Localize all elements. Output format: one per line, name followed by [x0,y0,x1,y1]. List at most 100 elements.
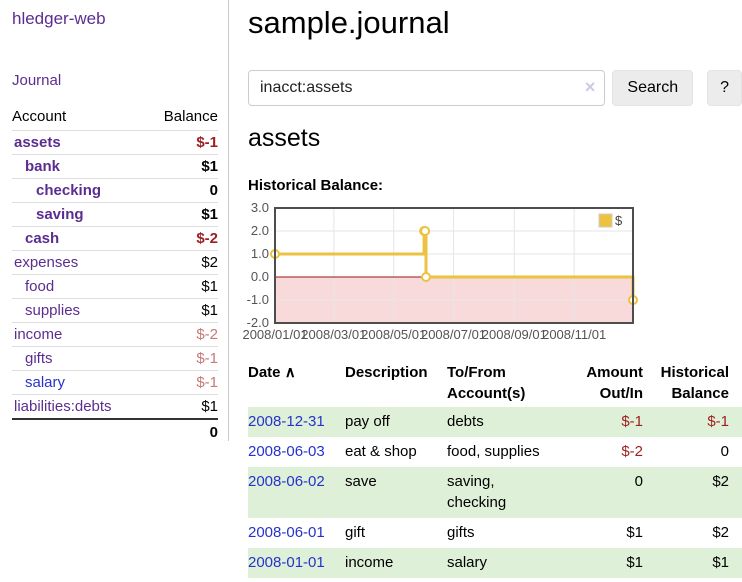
y-tick-label: -1.0 [247,292,269,307]
register-table-body: 2008-12-31 pay off debts $-1 $-1 2008-06-03 ea… [248,407,742,578]
transaction-date-link[interactable]: 2008-06-03 [248,442,325,460]
account-link[interactable]: salary [25,374,66,391]
account-link[interactable]: supplies [25,302,81,319]
transaction-description: save [345,472,377,490]
transaction-date-link[interactable]: 2008-12-31 [248,413,325,430]
transaction-balance: $2 [712,472,729,490]
account-row: cash $-2 [12,226,218,251]
transaction-accounts: debts [447,413,484,430]
account-row: saving $1 [12,202,218,227]
register-header-date-label: Date [248,364,281,381]
y-tick-label: -2.0 [247,315,269,330]
historical-balance-chart[interactable]: $3.0 2.0 1.0 0.0 -1.0 -2.02008/01/012008/03/0… [242,200,742,343]
account-balance: $1 [145,154,218,179]
main-content: sample.journal × Search ? assets Histori… [242,0,742,578]
account-link[interactable]: gifts [25,350,53,367]
register-row: 2008-06-01 gift gifts $1 $2 [248,518,742,548]
account-balance: $-1 [145,130,218,155]
transaction-balance: $1 [712,553,729,571]
account-row: supplies $1 [12,298,218,323]
account-row: salary $-1 [12,370,218,395]
account-balance: $1 [145,274,218,299]
x-tick-label: 2008/11/01 [542,327,606,342]
account-link[interactable]: income [14,326,63,343]
account-balance: $1 [145,298,218,323]
account-link[interactable]: expenses [14,254,79,271]
transaction-date-link[interactable]: 2008-06-02 [248,472,325,490]
register-row: 2008-01-01 income salary $1 $1 [248,547,742,578]
account-link[interactable]: bank [25,158,61,175]
app-brand-link[interactable]: hledger-web [12,9,106,28]
register-header-tofrom: To/From Account(s) [447,364,526,402]
account-balance: $-2 [145,226,218,251]
y-tick-label: 1.0 [251,246,269,261]
plot-border [274,207,634,324]
search-form: × Search ? [248,70,742,106]
account-balance: $-1 [145,346,218,371]
clear-search-icon[interactable]: × [584,77,596,97]
data-point-marker [421,272,431,282]
account-balance: $-1 [145,370,218,395]
account-link[interactable]: assets [14,134,61,151]
account-row: gifts $-1 [12,346,218,371]
transaction-date-link[interactable]: 2008-06-01 [248,524,325,541]
account-balance: $1 [145,202,218,227]
account-heading: assets [248,124,321,152]
search-help-button[interactable]: ? [707,70,742,106]
account-row: bank $1 [12,154,218,179]
page-title: sample.journal [248,5,450,40]
account-balance: $2 [145,250,218,275]
account-link[interactable]: checking [36,182,102,199]
transaction-balance: $2 [712,524,729,541]
transaction-amount: 0 [634,472,643,490]
account-balance: 0 [145,178,218,203]
legend-swatch [598,213,613,228]
accounts-table-body: assets $-1 bank $1 checking 0 saving $1 cash $-2 e… [12,130,218,419]
account-link[interactable]: food [25,278,55,295]
register-header-balance: Historical Balance [660,364,729,402]
transaction-description: pay off [345,413,390,430]
x-tick-label: 2008/07/01 [421,327,486,342]
transaction-amount: $-1 [621,413,643,430]
transaction-amount: $-2 [621,442,643,460]
transaction-accounts: salary [447,553,488,571]
x-tick-label: 2008/01/01 [242,327,307,342]
transaction-description: income [345,553,394,571]
accounts-total-value: 0 [145,418,218,445]
account-balance: $1 [145,394,218,419]
register-row: 2008-06-02 save saving, checking 0 $2 [248,466,742,518]
account-balance: $-2 [145,322,218,347]
register-table: Date ∧ Description To/From Account(s) Am… [248,359,742,578]
y-tick-label: 0.0 [251,269,269,284]
transaction-description: eat & shop [345,442,417,460]
x-tick-label: 2008/05/01 [361,327,426,342]
chart-title: Historical Balance: [248,177,384,194]
search-button[interactable]: Search [612,70,694,106]
account-row: assets $-1 [12,130,218,155]
accounts-header-account: Account [12,108,67,125]
register-row: 2008-12-31 pay off debts $-1 $-1 [248,407,742,437]
transaction-accounts: saving, checking [447,472,507,512]
account-row: income $-2 [12,322,218,347]
x-tick-label: 2008/09/01 [482,327,547,342]
account-link[interactable]: saving [36,206,84,223]
x-tick-label: 2008/03/01 [301,327,366,342]
y-tick-label: 2.0 [251,223,269,238]
data-point-marker [420,226,431,236]
legend-label: $ [615,213,623,228]
register-header-row: Date ∧ Description To/From Account(s) Am… [248,359,742,407]
search-box: × [248,70,606,106]
accounts-total-spacer [12,418,146,445]
transaction-balance: 0 [720,442,729,460]
register-header-amount: Amount Out/In [586,364,643,402]
transaction-amount: $1 [626,553,643,571]
register-header-date[interactable]: Date ∧ [248,359,345,407]
transaction-balance: $-1 [707,413,729,430]
search-input[interactable] [248,70,606,106]
sidebar-item-journal[interactable]: Journal [12,72,62,89]
account-link[interactable]: cash [25,230,60,247]
accounts-table: Account Balance assets $-1 bank $1 checking 0… [12,104,218,445]
transaction-date-link[interactable]: 2008-01-01 [248,553,325,571]
account-link[interactable]: liabilities:debts [14,398,112,415]
